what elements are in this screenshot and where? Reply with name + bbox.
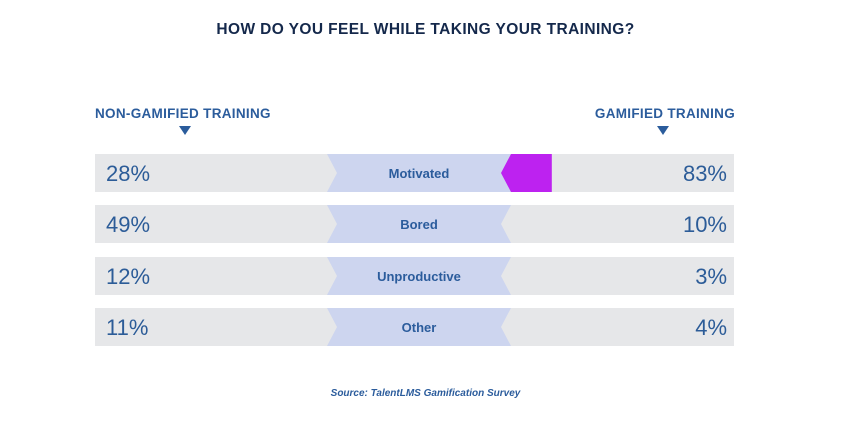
category-label-bg-unproductive — [327, 257, 511, 295]
value-label-gamified-other: 4% — [695, 315, 727, 340]
source-note: Source: TalentLMS Gamification Survey — [330, 388, 521, 399]
gamified-marker-icon — [657, 126, 669, 135]
category-label-motivated: Motivated — [389, 166, 450, 181]
chart-title: HOW DO YOU FEEL WHILE TAKING YOUR TRAINI… — [216, 21, 635, 38]
non-gamified-label: NON-GAMIFIED TRAINING — [95, 106, 271, 121]
value-label-non-gamified-other: 11% — [106, 315, 148, 340]
value-label-gamified-unproductive: 3% — [695, 264, 727, 289]
category-label-bored: Bored — [400, 217, 438, 232]
value-label-non-gamified-bored: 49% — [106, 212, 150, 237]
category-label-unproductive: Unproductive — [377, 269, 461, 284]
gamified-label: GAMIFIED TRAINING — [594, 106, 735, 121]
value-label-non-gamified-unproductive: 12% — [106, 264, 150, 289]
category-label-other: Other — [402, 320, 437, 335]
value-label-gamified-bored: 10% — [683, 212, 727, 237]
value-label-gamified-motivated: 83% — [683, 161, 727, 186]
non-gamified-marker-icon — [179, 126, 191, 135]
category-label-bg-bored — [327, 205, 511, 243]
category-label-bg-other — [327, 308, 511, 346]
value-label-non-gamified-motivated: 28% — [106, 161, 150, 186]
category-label-bg-motivated — [327, 154, 511, 192]
